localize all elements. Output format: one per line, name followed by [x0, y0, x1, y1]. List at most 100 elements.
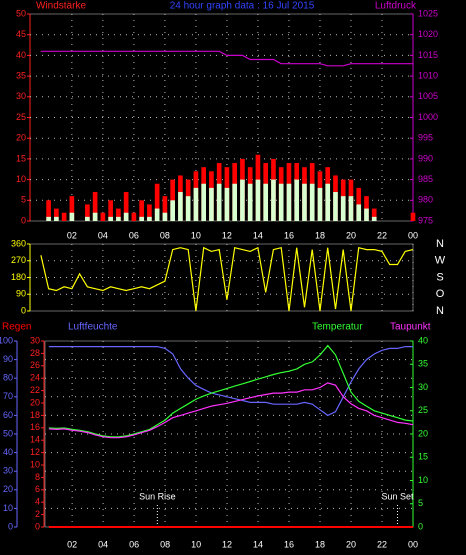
y2-tick-label: 30	[418, 382, 428, 392]
x-tick-label: 06	[129, 539, 139, 549]
wind-bar	[123, 192, 129, 221]
wind-bar	[247, 183, 253, 221]
wind-bar	[278, 183, 284, 221]
wind-bar	[100, 212, 106, 221]
wind-bar	[317, 187, 323, 221]
y-tick-label: 0	[21, 215, 26, 225]
wind-bar	[364, 208, 369, 221]
series-line	[48, 382, 414, 439]
wind-bar	[371, 216, 377, 221]
y-tick-label: 80	[3, 373, 13, 383]
y-tick-label: 20	[3, 484, 13, 494]
wind-bar	[116, 216, 121, 221]
wind-bar	[216, 183, 222, 221]
series-line	[48, 344, 414, 438]
legend-label: Regen	[2, 322, 31, 333]
x-tick-label: 20	[346, 230, 356, 240]
y2-tick-label: 1025	[418, 8, 438, 18]
wind-bar	[294, 179, 300, 221]
wind-bar	[255, 179, 261, 221]
x-tick-label: 00	[408, 539, 418, 549]
x-tick-label: 18	[315, 539, 325, 549]
x-tick-label: 06	[129, 230, 139, 240]
y2-tick-label: 990	[418, 153, 433, 163]
wind-bar	[340, 196, 346, 221]
y3-tick-label: 20	[30, 397, 40, 407]
x-tick-label: 08	[160, 230, 170, 240]
y3-tick-label: 18	[30, 410, 40, 420]
wind-bar	[224, 187, 230, 221]
y-tick-label: 10	[16, 174, 26, 184]
y2-tick-label: 5	[418, 498, 423, 508]
y2-tick-label: 25	[418, 405, 428, 415]
x-tick-label: 22	[377, 230, 387, 240]
y-tick-label: 5	[21, 195, 26, 205]
x-tick-label: 02	[67, 539, 77, 549]
series-line	[48, 346, 413, 417]
wind-bar	[348, 196, 354, 221]
y-tick-label: 70	[3, 391, 13, 401]
y2-tick-label: 1015	[418, 50, 438, 60]
x-tick-label: 10	[191, 230, 201, 240]
y3-tick-label: 8	[35, 472, 40, 482]
y2-tick-label: 0	[418, 521, 423, 531]
y3-tick-label: 6	[35, 484, 40, 494]
y2-tick-label: 1020	[418, 29, 438, 39]
wind-bar	[162, 212, 168, 221]
x-tick-label: 02	[67, 230, 77, 240]
y-tick-label: 45	[16, 29, 26, 39]
x-tick-label: 10	[191, 539, 201, 549]
y2-tick-label: 975	[418, 215, 433, 225]
wind-bar	[263, 183, 269, 221]
wind-bar	[54, 208, 59, 221]
y3-tick-label: 24	[30, 373, 40, 383]
y-tick-label: 30	[16, 91, 26, 101]
y2-tick-label: 985	[418, 174, 433, 184]
x-tick-label: 12	[222, 539, 232, 549]
y-tick-label: 30	[3, 466, 13, 476]
wind-bar	[162, 196, 168, 221]
y3-tick-label: 26	[30, 360, 40, 370]
y-tick-label: 180	[11, 272, 26, 282]
y3-tick-label: 22	[30, 385, 40, 395]
y2-tick-label: 35	[418, 359, 428, 369]
wind-bar	[139, 200, 144, 221]
wind-bar	[170, 200, 175, 221]
y-tick-label: 35	[16, 70, 26, 80]
y2-tick-label: 1010	[418, 70, 438, 80]
y-tick-label: 20	[16, 133, 26, 143]
wind-bar	[131, 212, 137, 221]
y-tick-label: 0	[8, 521, 13, 531]
x-tick-label: 08	[160, 539, 170, 549]
wind-bar	[92, 192, 98, 221]
y3-tick-label: 12	[30, 447, 40, 457]
x-tick-label: 00	[408, 230, 418, 240]
wind-bar	[178, 192, 183, 221]
x-tick-label: 20	[346, 539, 356, 549]
annotation: Sun Set	[381, 491, 414, 501]
x-tick-label: 04	[98, 230, 108, 240]
y3-tick-label: 2	[35, 509, 40, 519]
wind-bar	[410, 212, 416, 221]
y2-tick-label: O	[436, 288, 445, 300]
x-tick-label: 22	[377, 539, 387, 549]
wind-bar	[333, 192, 338, 221]
series-line	[40, 50, 413, 67]
y3-tick-label: 14	[30, 435, 40, 445]
wind-bar	[139, 216, 144, 221]
wind-bar	[61, 212, 67, 221]
wind-bar	[154, 208, 160, 221]
legend-label: Temperatur	[312, 322, 363, 333]
wind-bar	[286, 183, 292, 221]
y-tick-label: 10	[3, 503, 13, 513]
wind-bar	[69, 196, 75, 221]
x-tick-label: 14	[253, 230, 263, 240]
annotation: Sun Rise	[139, 491, 176, 501]
wind-bar	[371, 208, 377, 221]
wind-bar	[154, 183, 160, 221]
wind-bar	[54, 216, 59, 221]
wind-bar	[356, 204, 362, 221]
y3-tick-label: 4	[35, 497, 40, 507]
y-tick-label: 100	[0, 335, 13, 345]
